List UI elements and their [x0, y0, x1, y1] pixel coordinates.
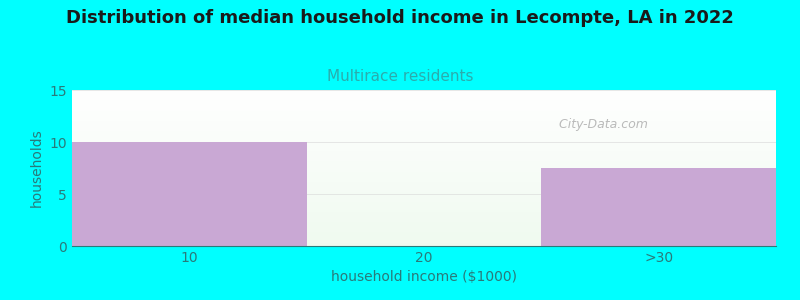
Text: Distribution of median household income in Lecompte, LA in 2022: Distribution of median household income …	[66, 9, 734, 27]
Text: Multirace residents: Multirace residents	[326, 69, 474, 84]
Bar	[72, 142, 306, 246]
X-axis label: household income ($1000): household income ($1000)	[331, 270, 517, 284]
Text: City-Data.com: City-Data.com	[550, 118, 647, 131]
Y-axis label: households: households	[30, 129, 44, 207]
Bar	[542, 168, 776, 246]
